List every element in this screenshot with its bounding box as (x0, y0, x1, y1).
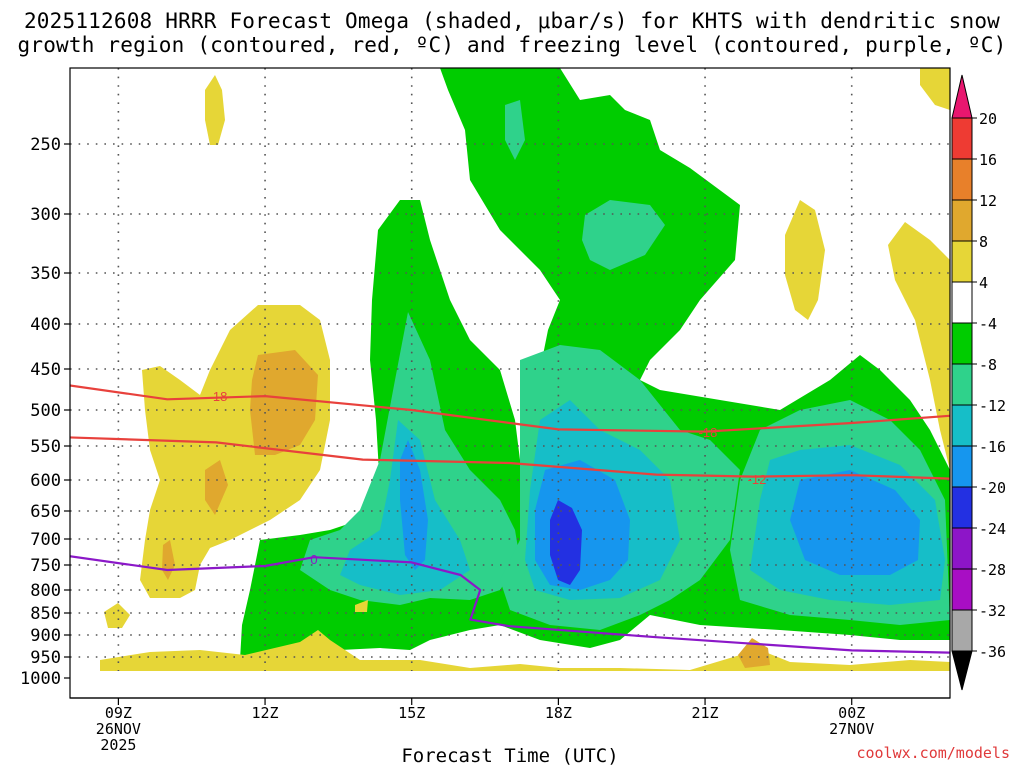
colorbar-label-2: 12 (979, 192, 997, 210)
colorbar-label-1: 16 (979, 151, 997, 169)
y-tick-label-650: 650 (30, 502, 61, 522)
omega-fill-yellow-far-right (888, 222, 950, 470)
colorbar-segment-12 (951, 568, 973, 611)
contour-dendritic--18 (70, 384, 950, 433)
x-tick-label-15-0: 15Z (398, 704, 425, 722)
omega-fill-deepblue (550, 500, 582, 585)
colorbar-segment-3 (951, 199, 973, 242)
contour-labels: -18 -18 -12 0 (209, 389, 767, 567)
omega-colorbar: 20 16 12 8 4 -4 -8 -12 -16 -20 -24 -28 -32 -36 (951, 74, 1006, 691)
chart-title-line-1: 2025112608 HRRR Forecast Omega (shaded, … (23, 9, 1001, 33)
colorbar-segment-1 (951, 117, 973, 160)
omega-fill-gold-small-1 (205, 460, 228, 515)
omega-fill-yellow-bottom (100, 630, 950, 671)
colorbar-label-12: -32 (979, 602, 1006, 620)
colorbar-segment-13 (951, 609, 973, 652)
colorbar-label-4: 4 (979, 274, 988, 292)
y-tick-label-500: 500 (30, 401, 61, 421)
colorbar-segment-11 (951, 527, 973, 570)
ground-layer (70, 671, 950, 701)
y-tick-label-300: 300 (30, 205, 61, 225)
colorbar-label-5: -4 (979, 315, 997, 333)
omega-fill-teal-upper-1 (505, 100, 525, 160)
y-tick-label-800: 800 (30, 581, 61, 601)
x-tick-label-18-0: 18Z (545, 704, 572, 722)
y-tick-label-250: 250 (30, 135, 61, 155)
x-tick-label-21-0: 21Z (692, 704, 719, 722)
omega-fill-yellow-small (104, 603, 130, 628)
colorbar-segment-5 (951, 281, 973, 324)
contour-label-0: 0 (310, 552, 317, 567)
omega-fill-yellow-small-2 (355, 600, 368, 612)
colorbar-segment-2 (951, 158, 973, 201)
y-tick-label-900: 900 (30, 626, 61, 646)
colorbar-bottom-arrow (951, 650, 973, 691)
y-tick-label-400: 400 (30, 315, 61, 335)
chart-title-line-2: growth region (contoured, red, ºC) and f… (17, 33, 1007, 57)
omega-fill-yellow-topright (920, 68, 950, 110)
y-tick-label-550: 550 (30, 437, 61, 457)
contour-lines (70, 384, 950, 654)
colorbar-segment-10 (951, 486, 973, 529)
y-tick-label-450: 450 (30, 360, 61, 380)
colorbar-label-0: 20 (979, 110, 997, 128)
x-tick-label-9-2: 2025 (100, 736, 136, 754)
y-tick-label-850: 850 (30, 604, 61, 624)
x-tick-label-24-0: 00Z (838, 704, 865, 722)
contour-dendritic--12 (70, 436, 950, 480)
colorbar-label-13: -36 (979, 643, 1006, 661)
omega-fill-gold-bottom (738, 638, 770, 668)
colorbar-label-6: -8 (979, 356, 997, 374)
x-tick-label-9-0: 09Z (105, 704, 132, 722)
colorbar-top-arrow (951, 74, 973, 119)
plot-grid (70, 68, 950, 671)
contour-freezing-level-0 (70, 555, 950, 654)
y-tick-label-750: 750 (30, 556, 61, 576)
omega-fill-yellow-upper-right (785, 200, 825, 320)
y-tick-label-700: 700 (30, 530, 61, 550)
colorbar-label-11: -28 (979, 561, 1006, 579)
colorbar-label-7: -12 (979, 397, 1006, 415)
omega-shading (100, 68, 950, 671)
y-axis: 2503003504004505005506006507007508008509… (20, 135, 70, 689)
colorbar-segment-8 (951, 404, 973, 447)
contour-label-m12: -12 (748, 472, 767, 487)
colorbar-label-10: -24 (979, 520, 1006, 538)
x-axis-title: Forecast Time (UTC) (401, 745, 619, 767)
source-credit[interactable]: coolwx.com/models (856, 744, 1010, 762)
omega-fill-teal-upper-2 (582, 200, 665, 270)
colorbar-label-8: -16 (979, 438, 1006, 456)
y-tick-label-600: 600 (30, 471, 61, 491)
y-tick-label-950: 950 (30, 648, 61, 668)
colorbar-label-3: 8 (979, 233, 988, 251)
colorbar-segment-4 (951, 240, 973, 283)
contour-label-m18-b: -18 (699, 425, 718, 440)
contour-label-m18-a: -18 (209, 389, 228, 404)
x-tick-label-9-1: 26NOV (96, 720, 141, 738)
colorbar-segment-7 (951, 363, 973, 406)
omega-fill-yellow-top (205, 75, 225, 145)
y-tick-label-350: 350 (30, 264, 61, 284)
x-tick-label-12-0: 12Z (252, 704, 279, 722)
colorbar-segment-9 (951, 445, 973, 488)
colorbar-segment-6 (951, 322, 973, 365)
x-tick-label-24-1: 27NOV (829, 720, 874, 738)
omega-fill-gold-left (250, 350, 318, 455)
colorbar-label-9: -20 (979, 479, 1006, 497)
omega-fill-blue-right (790, 470, 920, 575)
omega-fill-blue-left (400, 440, 428, 570)
y-tick-label-1000: 1000 (20, 669, 61, 689)
